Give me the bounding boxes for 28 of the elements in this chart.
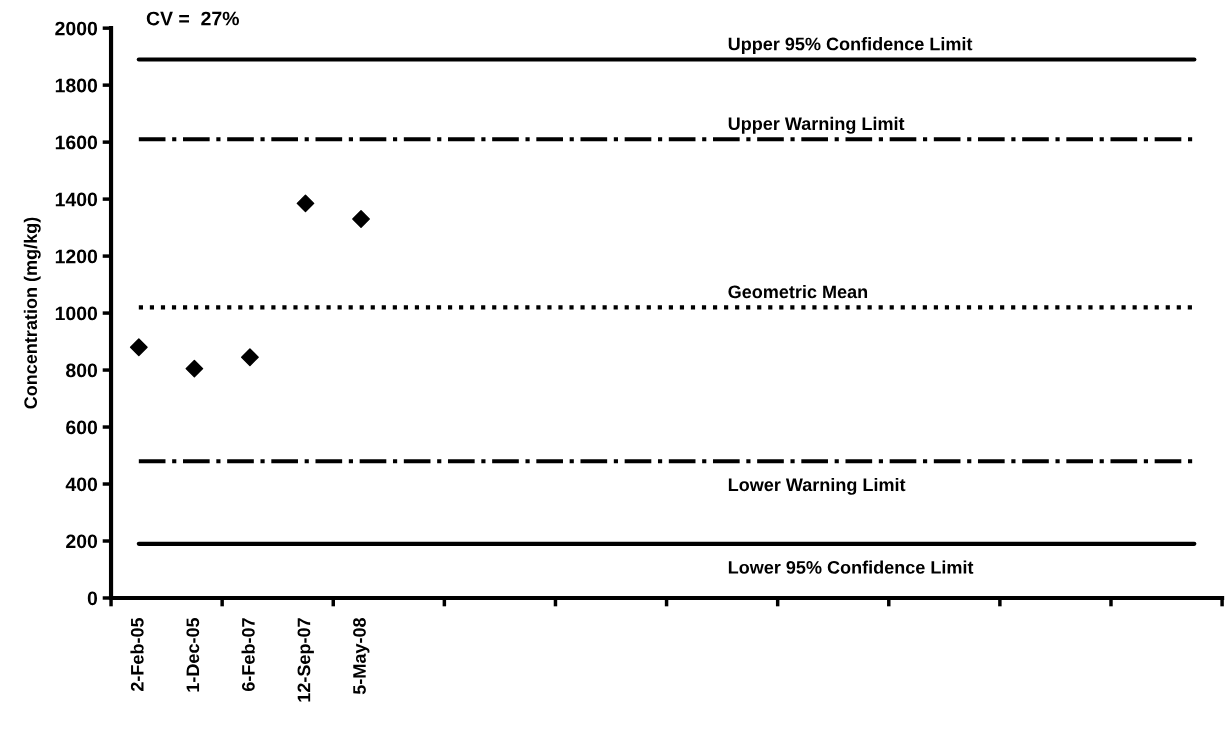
ref-line-label: Upper Warning Limit [728, 116, 905, 134]
y-tick-label: 400 [65, 477, 98, 492]
y-tick-label: 1600 [55, 135, 98, 150]
y-tick-label: 600 [66, 420, 98, 435]
y-tick-label: 1800 [55, 78, 98, 93]
x-tick-label: 12-Sep-07 [297, 618, 314, 702]
y-tick-label: 1000 [55, 306, 98, 321]
point [296, 194, 315, 213]
text: CV = 27% [146, 11, 239, 26]
x-tick-label: 6-Feb-07 [241, 618, 255, 692]
y-tick-label: 0 [87, 591, 98, 606]
ref-line-label: Geometric Mean [728, 284, 868, 299]
x-tick-label: 2-Feb-05 [130, 617, 144, 692]
point [352, 210, 370, 228]
y-axis-title: Concentration (mg/kg) [23, 217, 41, 409]
y-tick-label: 1200 [55, 249, 98, 264]
y-tick-label: 800 [66, 363, 98, 378]
x-tick-label: 5-May-08 [353, 617, 370, 695]
point [185, 359, 204, 378]
point [129, 338, 148, 357]
ref-line-label: Lower Warning Limit [728, 477, 906, 495]
y-tick-label: 1400 [55, 192, 98, 207]
y-tick-label: 200 [66, 534, 98, 549]
ref-line-label: Upper 95% Confidence Limit [728, 37, 973, 54]
ref-line-label: Lower 95% Confidence Limit [728, 560, 974, 574]
y-tick-label: 2000 [55, 21, 98, 36]
x-tick-label: 1-Dec-05 [186, 617, 200, 692]
point [241, 348, 259, 367]
